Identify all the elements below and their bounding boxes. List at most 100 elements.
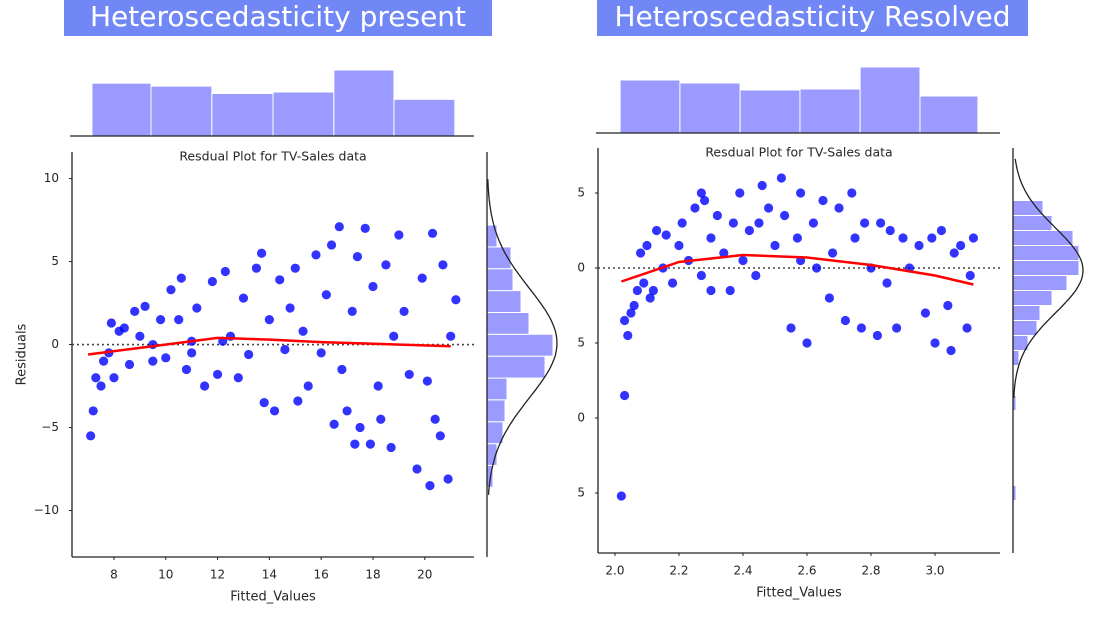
point (334, 222, 344, 232)
point (422, 376, 432, 386)
chart-title: Resdual Plot for TV-Sales data (179, 149, 366, 164)
point (192, 303, 202, 313)
point (719, 248, 729, 258)
right-hist-bar (486, 290, 522, 314)
point (389, 331, 399, 341)
top-hist-bar (393, 98, 456, 137)
point (818, 195, 828, 206)
point (936, 225, 947, 236)
right-hist-bar (486, 355, 546, 379)
point (779, 210, 790, 221)
point (763, 203, 774, 213)
point (770, 240, 780, 251)
point (187, 348, 197, 358)
point (376, 414, 386, 424)
point (651, 225, 662, 236)
point (207, 276, 217, 287)
right-hist-bar (486, 224, 498, 248)
right-hist-bar (486, 399, 506, 423)
point (738, 255, 748, 266)
top-hist-bar (333, 69, 395, 137)
point (623, 330, 633, 341)
right-hist-bar (1012, 290, 1053, 306)
point (311, 250, 321, 260)
point (776, 173, 786, 183)
point (876, 218, 886, 228)
point (394, 230, 404, 240)
trend-line (87, 336, 451, 356)
point (619, 315, 630, 326)
x-tick-label: 2.8 (861, 564, 880, 578)
point (943, 300, 953, 311)
point (264, 315, 274, 325)
right-hist-bar (1012, 320, 1038, 336)
point (930, 338, 940, 348)
point (220, 266, 230, 277)
point (91, 373, 101, 383)
point (661, 230, 671, 240)
point (699, 195, 710, 206)
y-axis-label: Residuals (15, 323, 30, 385)
x-tick-label: 10 (158, 568, 173, 582)
point (293, 396, 303, 406)
x-axis-label: Fitted_Values (756, 586, 842, 601)
point (88, 406, 98, 416)
x-tick-label: 2.2 (669, 564, 688, 578)
x-tick-label: 2.0 (605, 564, 624, 578)
point (892, 323, 902, 333)
point (927, 233, 937, 243)
point (792, 233, 802, 243)
point (238, 293, 249, 303)
point (166, 285, 176, 295)
point (381, 260, 391, 270)
point (280, 344, 290, 355)
point (860, 218, 870, 228)
point (920, 308, 931, 318)
point (176, 273, 186, 283)
point (725, 285, 735, 296)
top-hist-bar (91, 82, 152, 137)
point (914, 240, 924, 251)
point (443, 474, 453, 484)
top-hist-bar (211, 92, 274, 137)
x-tick-label: 18 (365, 568, 380, 582)
point (251, 263, 262, 273)
point (337, 364, 347, 375)
point (796, 188, 806, 198)
point (635, 248, 646, 258)
point (850, 233, 860, 243)
point (386, 442, 396, 453)
top-hist-bar (859, 66, 921, 134)
point (135, 331, 145, 341)
point (326, 240, 337, 250)
top-hist-bar (619, 79, 681, 134)
point (119, 323, 129, 333)
point (735, 188, 745, 198)
point (352, 251, 363, 262)
point (303, 381, 313, 391)
x-tick-label: 8 (110, 568, 118, 582)
right-hist-bar (486, 268, 514, 292)
right-hist-bar (486, 312, 530, 335)
point (438, 260, 448, 270)
point (648, 285, 658, 296)
point (696, 188, 706, 198)
point (347, 306, 357, 316)
point (106, 318, 116, 328)
point (962, 323, 972, 333)
point (616, 491, 626, 501)
point (244, 349, 254, 360)
point (373, 381, 383, 391)
right-hist-bar (1012, 200, 1044, 216)
point (109, 373, 119, 383)
point (140, 301, 150, 311)
point (619, 390, 630, 401)
x-tick-label: 14 (262, 568, 277, 582)
right-hist-bar (1012, 305, 1041, 321)
point (812, 263, 822, 273)
point (834, 203, 844, 213)
point (86, 431, 96, 441)
point (316, 348, 326, 358)
x-axis-label: Fitted_Values (230, 590, 316, 605)
point (824, 293, 835, 303)
